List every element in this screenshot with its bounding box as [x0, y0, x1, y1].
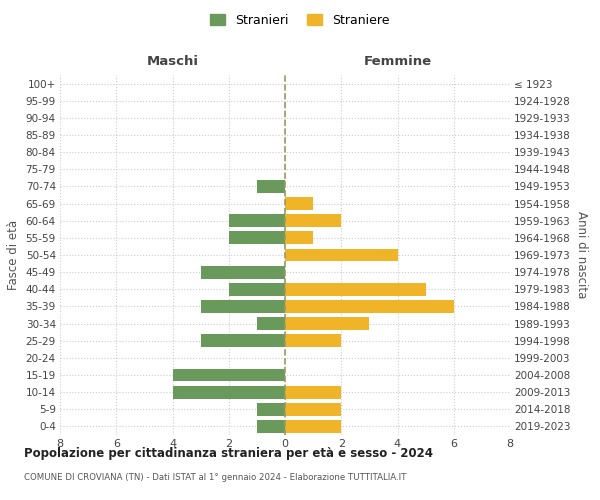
Bar: [173, 386, 285, 398]
Text: COMUNE DI CROVIANA (TN) - Dati ISTAT al 1° gennaio 2024 - Elaborazione TUTTITALI: COMUNE DI CROVIANA (TN) - Dati ISTAT al …: [24, 472, 406, 482]
Y-axis label: Anni di nascita: Anni di nascita: [575, 212, 587, 298]
Text: Femmine: Femmine: [364, 55, 431, 68]
Bar: [285, 232, 313, 244]
Bar: [285, 197, 313, 210]
Text: Popolazione per cittadinanza straniera per età e sesso - 2024: Popolazione per cittadinanza straniera p…: [24, 448, 433, 460]
Bar: [200, 266, 285, 278]
Bar: [285, 283, 425, 296]
Legend: Stranieri, Straniere: Stranieri, Straniere: [205, 8, 395, 32]
Bar: [257, 180, 285, 193]
Bar: [285, 300, 454, 313]
Bar: [285, 403, 341, 415]
Bar: [285, 386, 341, 398]
Y-axis label: Fasce di età: Fasce di età: [7, 220, 20, 290]
Text: Maschi: Maschi: [146, 55, 199, 68]
Bar: [285, 214, 341, 227]
Bar: [257, 403, 285, 415]
Bar: [257, 317, 285, 330]
Bar: [229, 232, 285, 244]
Bar: [285, 317, 370, 330]
Bar: [229, 214, 285, 227]
Bar: [200, 334, 285, 347]
Bar: [229, 283, 285, 296]
Bar: [285, 420, 341, 433]
Bar: [257, 420, 285, 433]
Bar: [285, 334, 341, 347]
Bar: [173, 368, 285, 382]
Bar: [285, 248, 398, 262]
Bar: [200, 300, 285, 313]
